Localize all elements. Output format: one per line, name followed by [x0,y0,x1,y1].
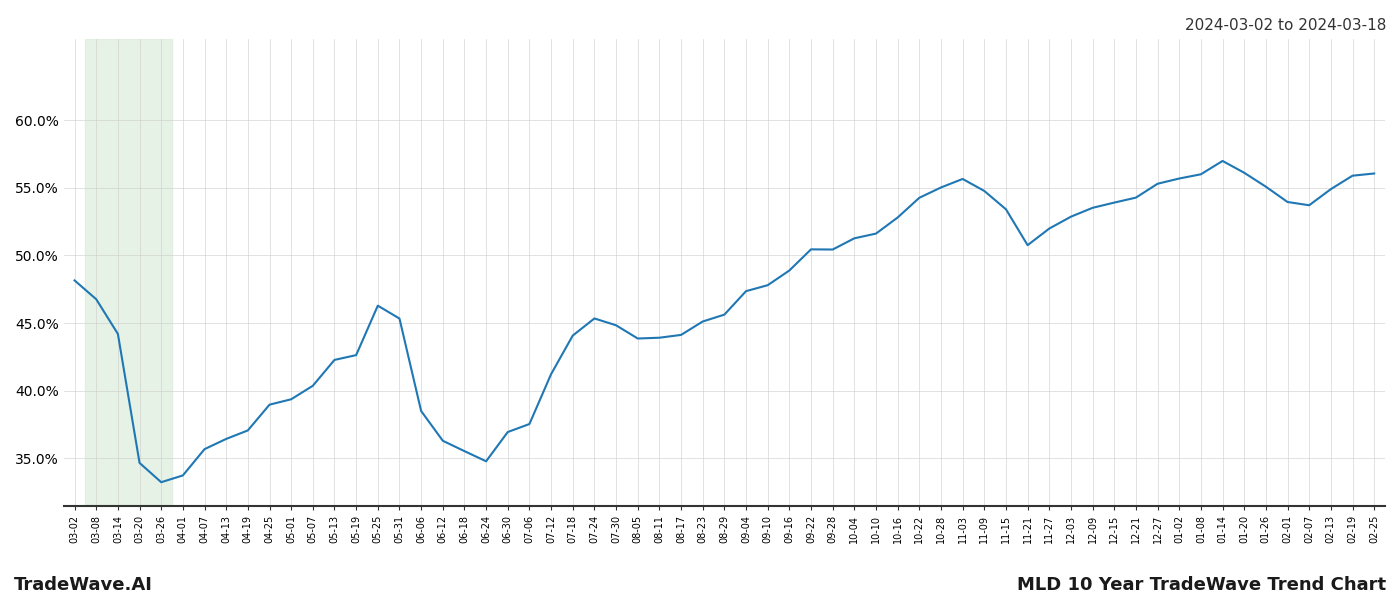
Text: TradeWave.AI: TradeWave.AI [14,576,153,594]
Text: 2024-03-02 to 2024-03-18: 2024-03-02 to 2024-03-18 [1184,18,1386,33]
Bar [85,39,172,506]
Text: MLD 10 Year TradeWave Trend Chart: MLD 10 Year TradeWave Trend Chart [1016,576,1386,594]
